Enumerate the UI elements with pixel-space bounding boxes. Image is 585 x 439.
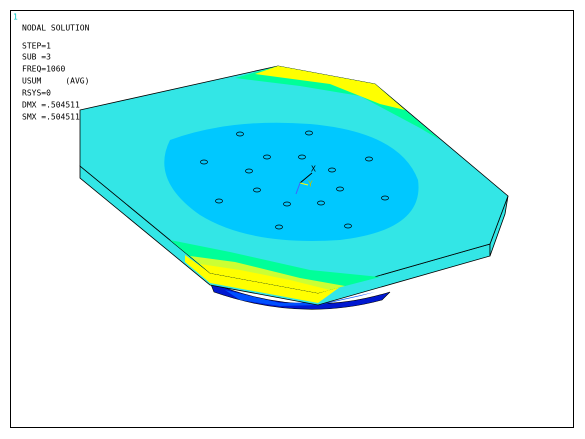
band-yellowgreen-bottom [190,256,345,293]
model: X Y [79,65,509,310]
legend-title: NODAL SOLUTION [22,24,90,33]
bolt-holes [200,130,389,230]
triad: X Y [295,165,316,195]
window-frame [10,10,574,428]
legend-line: FREQ=1060 [22,65,66,74]
side-band [185,255,340,303]
legend-line: DMX =.504511 [22,101,80,110]
dish [209,281,391,310]
legend-line: STEP=1 [22,42,51,51]
band-yellow-bottom [200,264,330,293]
legend-line: SMX =.504511 [22,113,80,122]
legend-line: USUM (AVG) [22,77,89,86]
band-green-bottom [170,240,380,293]
window-number: 1 [13,13,18,22]
triad-y-label: Y [308,180,313,189]
legend-line: RSYS=0 [22,89,51,98]
dish-band [225,290,375,306]
center-region [164,122,419,241]
legend-lines: STEP=1 SUB =3 FREQ=1060 USUM (AVG) RSYS=0 DMX… [22,42,89,122]
triad-x-label: X [311,165,316,174]
band-yellow-top [255,66,405,110]
legend-line: SUB =3 [22,53,51,62]
